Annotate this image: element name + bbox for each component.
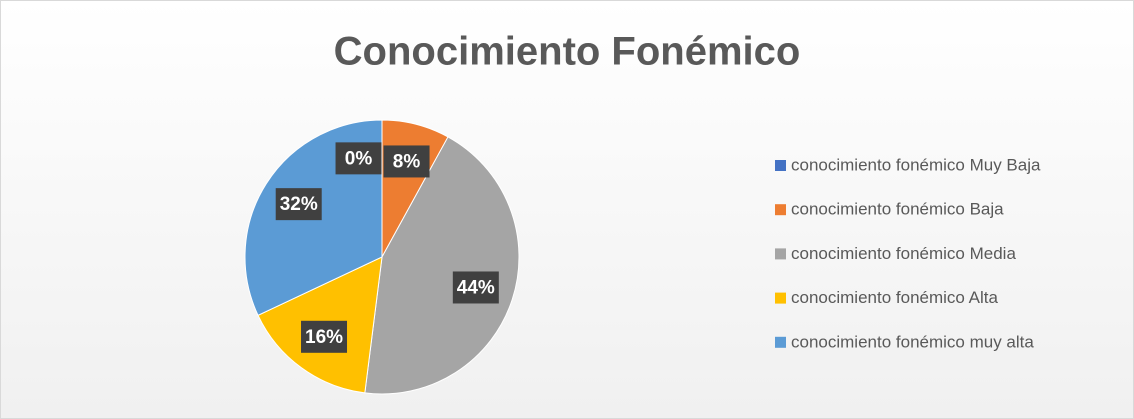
legend-swatch bbox=[775, 336, 786, 348]
legend-label: conocimiento fonémico Muy Baja bbox=[791, 155, 1041, 174]
legend-swatch bbox=[775, 160, 786, 171]
data-label: 32% bbox=[280, 194, 318, 215]
legend-label: conocimiento fonémico Alta bbox=[791, 288, 998, 307]
data-label-box bbox=[335, 142, 382, 175]
data-label-box bbox=[383, 145, 430, 178]
data-label: 16% bbox=[305, 327, 343, 348]
data-label: 8% bbox=[393, 151, 421, 172]
chart-title: Conocimiento Fonémico bbox=[334, 30, 801, 74]
data-label: 44% bbox=[457, 277, 495, 298]
data-label: 0% bbox=[345, 148, 373, 169]
legend-label: conocimiento fonémico Media bbox=[791, 244, 1016, 263]
data-label-box bbox=[452, 271, 499, 304]
pie-slice bbox=[364, 136, 520, 395]
legend-swatch bbox=[775, 248, 786, 260]
legend-label: conocimiento fonémico Baja bbox=[791, 200, 1004, 219]
data-label-box bbox=[275, 188, 322, 221]
data-label-box bbox=[301, 320, 348, 353]
legend-swatch bbox=[775, 204, 786, 216]
legend-label: conocimiento fonémico muy alta bbox=[791, 332, 1034, 351]
legend-swatch bbox=[775, 292, 786, 304]
